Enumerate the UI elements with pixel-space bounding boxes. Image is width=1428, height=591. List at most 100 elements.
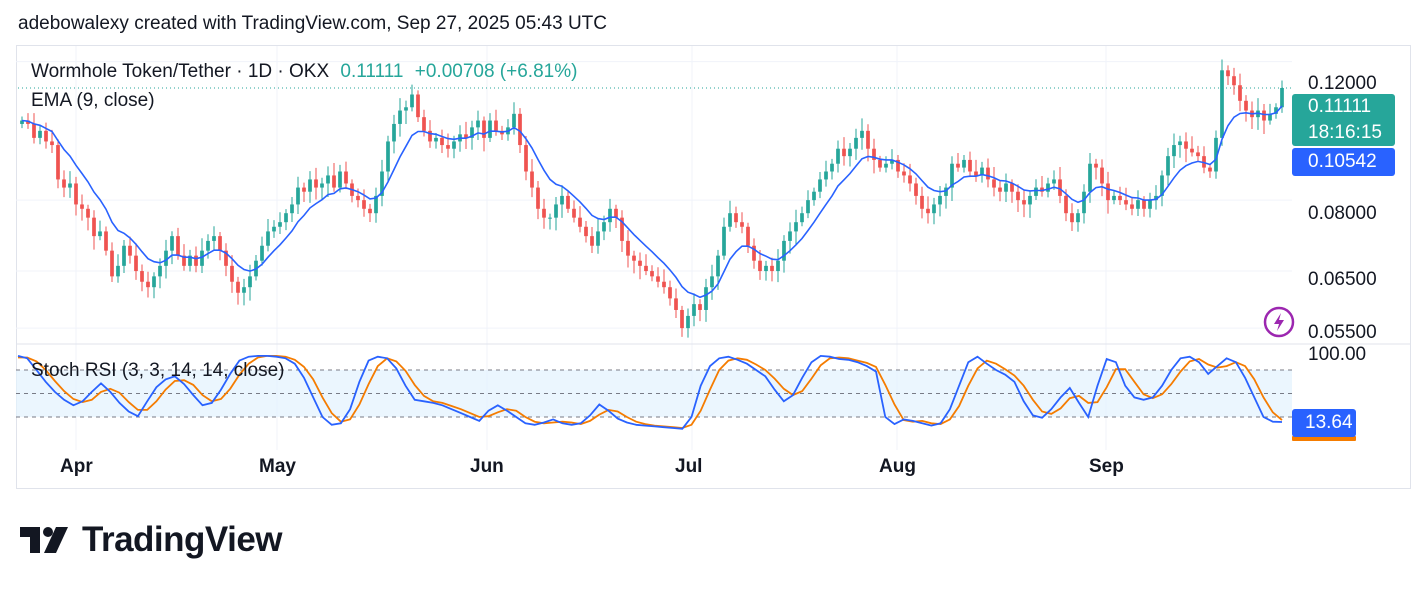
candle-body <box>74 183 78 205</box>
candle-body <box>38 130 42 138</box>
candle-body <box>626 240 630 256</box>
candle-body <box>848 148 852 157</box>
candle-body <box>1040 187 1044 192</box>
candle-body <box>758 260 762 272</box>
candle <box>872 138 876 174</box>
candle-body <box>890 159 894 164</box>
candle <box>788 222 792 254</box>
candle <box>764 260 768 281</box>
candle <box>680 305 684 337</box>
candle-body <box>50 141 54 146</box>
candle <box>962 154 966 173</box>
candle-body <box>1130 204 1134 209</box>
candle-body <box>806 200 810 214</box>
candle-body <box>20 120 24 124</box>
candle-body <box>320 183 324 188</box>
candle <box>842 137 846 166</box>
candle <box>1148 192 1152 218</box>
candle-body <box>116 265 120 277</box>
candle-body <box>872 148 876 160</box>
candle <box>1208 163 1212 178</box>
candle-body <box>974 171 978 176</box>
candle-body <box>692 304 696 316</box>
candle <box>1112 190 1116 205</box>
candle-body <box>794 222 798 232</box>
candle-body <box>710 276 714 288</box>
candle <box>1250 101 1254 130</box>
candle <box>302 182 306 203</box>
stoch-legend[interactable]: Stoch RSI (3, 3, 14, 14, close) <box>31 360 285 381</box>
tradingview-logo-text: TradingView <box>82 520 283 559</box>
tradingview-logo[interactable]: TradingView <box>20 520 283 560</box>
candle <box>326 166 330 197</box>
candle-body <box>536 187 540 209</box>
candle <box>848 142 852 167</box>
candle-body <box>338 171 342 188</box>
candle <box>956 152 960 172</box>
candle <box>488 113 492 142</box>
stoch-value-tag: 13.64 <box>1292 409 1356 437</box>
candle-body <box>224 250 228 266</box>
candle-body <box>854 137 858 149</box>
candle-body <box>698 304 702 310</box>
candle-body <box>86 208 90 218</box>
candle <box>134 243 138 280</box>
candle <box>374 187 378 223</box>
candle <box>530 159 534 198</box>
candle <box>980 161 984 183</box>
candle <box>1040 175 1044 197</box>
candle <box>122 239 126 274</box>
candle <box>578 206 582 233</box>
ema-line <box>21 105 1283 299</box>
candle-body <box>830 163 834 172</box>
candle-body <box>1058 179 1062 196</box>
candle <box>380 159 384 207</box>
candle-body <box>1028 195 1032 205</box>
price-axis-label: 0.06500 <box>1308 269 1377 290</box>
candle <box>410 84 414 112</box>
candle-body <box>980 167 984 176</box>
last-price-value: 0.11111 <box>1308 96 1372 117</box>
candle-body <box>734 213 738 223</box>
candle <box>632 250 636 274</box>
candle-body <box>1268 113 1272 121</box>
candle <box>1232 67 1236 95</box>
candle <box>722 217 726 260</box>
candle <box>104 226 108 256</box>
time-axis-label: Jul <box>675 456 703 477</box>
candle <box>44 122 48 149</box>
candle-body <box>230 265 234 282</box>
candle-body <box>242 287 246 293</box>
candle-body <box>362 200 366 209</box>
candle <box>224 243 228 277</box>
candle <box>86 204 90 231</box>
candle <box>296 176 300 214</box>
candle-body <box>620 217 624 241</box>
chart-caption: adebowalexy created with TradingView.com… <box>18 13 607 34</box>
candle-body <box>746 226 750 246</box>
candle <box>1172 133 1176 169</box>
candle <box>560 185 564 218</box>
candle-body <box>440 137 444 146</box>
price-axis-label: 0.12000 <box>1308 73 1377 94</box>
candle <box>1184 132 1188 163</box>
candle <box>1028 190 1032 218</box>
candle <box>230 255 234 293</box>
candle <box>50 129 54 154</box>
symbol-legend[interactable]: Wormhole Token/Tether · 1D · OKX 0.11111… <box>31 61 577 83</box>
candle <box>608 198 612 232</box>
candle <box>242 278 246 306</box>
candle <box>800 206 804 227</box>
candle-body <box>494 120 498 131</box>
stoch-k-line <box>17 354 1283 430</box>
candle <box>332 163 336 192</box>
candle-body <box>1166 156 1170 176</box>
symbol-price: 0.11111 <box>340 61 404 82</box>
candle <box>188 249 192 272</box>
candle <box>620 210 624 253</box>
ema-legend[interactable]: EMA (9, close) <box>31 90 155 111</box>
time-axis-label: Aug <box>879 456 916 477</box>
candle-body <box>590 236 594 246</box>
candle-body <box>356 195 360 201</box>
